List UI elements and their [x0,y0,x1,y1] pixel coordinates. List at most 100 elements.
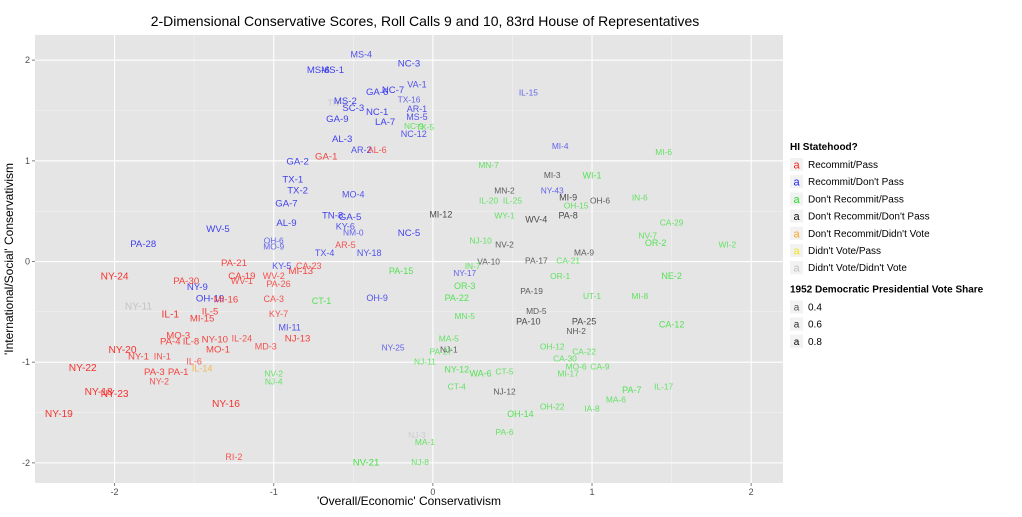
data-point-label: PA-25 [572,316,596,326]
data-point-label: NC-1 [366,107,388,118]
legend-key-box [790,175,803,189]
data-point-label: MN-2 [494,185,515,195]
data-point-label: NE-2 [661,271,682,281]
y-tick-label: 1 [25,156,30,166]
data-point-label: PA-4 [160,337,181,348]
data-point-label: NM-0 [343,228,364,238]
data-point-label: MI-17 [557,368,579,378]
data-point-label: IL-20 [479,195,498,205]
data-point-label: TX-5 [416,122,434,132]
data-point-label: NY-10 [202,335,228,346]
data-point-label: IL-17 [654,382,673,392]
data-point-label: OH-6 [590,195,610,205]
data-point-label: IL-25 [503,195,522,205]
legend-key-box [790,209,803,223]
legend-key-box [790,192,803,206]
data-point-label: MO-4 [342,189,365,199]
data-point-label: TN-6 [327,98,347,108]
data-point-label: NY-20 [109,345,137,356]
data-point-label: IL-6 [186,357,202,367]
chart-title: 2-Dimensional Conservative Scores, Roll … [151,13,700,29]
data-point-label: UT-1 [583,291,601,301]
data-point-label: LA-7 [375,117,395,128]
data-point-label: MA-5 [439,333,459,343]
data-point-label: NY-2 [149,377,169,387]
x-axis-title: 'Overall/Economic' Conservativism [317,494,501,508]
data-point-label: MO-3 [166,331,190,342]
legend-key-glyph: a [793,160,800,172]
data-point-label: IN-6 [632,192,648,202]
data-point-label: OH-9 [366,293,388,303]
data-point-label: WV-5 [206,224,229,235]
data-point-label: OR-3 [454,281,476,291]
data-point-label: IL-14 [192,364,213,374]
data-point-label: NC-9 [404,121,424,131]
data-point-label: NC-7 [382,85,404,96]
legend-key-box [790,300,803,314]
data-point-label: MS-2 [334,96,357,107]
data-point-label: MS-1 [321,65,344,76]
y-tick-label: -2 [22,458,30,468]
data-point-label: NY-1 [128,352,149,363]
data-point-label: TX-1 [282,175,303,186]
data-point-label: WV-2 [263,271,285,281]
data-point-label: PA-17 [525,256,548,266]
data-point-label: MI-12 [429,210,452,220]
data-point-label: OH-6 [264,236,284,246]
data-point-label: MI-4 [552,141,569,151]
legend-color-label: Don't Recommit/Don't Pass [808,212,930,223]
data-point-label: IL-8 [183,337,200,348]
data-point-label: NJ-1 [440,344,458,354]
data-point-label: NJ-3 [408,430,426,440]
data-point-label: NV-2 [495,240,514,250]
data-point-label: IL-5 [202,306,219,317]
data-point-label: NH-2 [566,326,586,336]
data-point-label: TX-16 [398,95,421,105]
legend-color-label: Didn't Vote/Pass [808,246,881,257]
data-point-label: AL-3 [332,134,352,145]
legend-color-label: Don't Recommit/Pass [808,194,904,205]
data-point-label: CA-23 [296,261,322,271]
data-point-label: MD-5 [526,306,547,316]
x-tick-label: -1 [270,487,278,497]
data-point-label: OH-15 [564,200,589,210]
data-point-label: OH-19 [196,293,224,304]
data-point-label: AR-1 [407,104,428,114]
data-point-label: CA-30 [553,353,577,363]
x-tick-label: -2 [111,487,119,497]
y-tick-label: 0 [25,257,30,267]
data-point-label: IL-15 [519,88,538,98]
data-point-label: NV-7 [638,231,657,241]
data-point-label: CA-19 [228,271,255,282]
data-point-label: KY-6 [336,222,355,232]
data-point-label: PA-10 [516,316,540,326]
data-point-label: IN-1 [154,352,171,362]
y-tick-label: 2 [25,55,30,65]
data-point-label: IL-24 [232,333,253,343]
legend: HI Statehood? a Recommit/Pass a Recommit/Don… [790,142,984,348]
data-point-label: CA-29 [660,217,684,227]
data-point-label: MO-6 [566,361,587,371]
data-point-label: NJ-11 [414,356,436,366]
legend-key-box [790,334,803,348]
data-point-label: CA-9 [590,361,609,371]
data-point-label: CT-1 [312,296,332,306]
data-point-label: MS-5 [406,112,428,122]
data-point-label: PA-3 [144,367,165,378]
data-point-label: PA-15 [389,266,413,276]
data-point-label: MO-1 [206,345,230,356]
data-point-label: CT-5 [495,366,513,376]
data-point-label: TX-4 [315,248,335,258]
data-point-label: PA-21 [221,258,247,269]
data-point-label: NY-12 [444,365,469,375]
data-point-label: VA-1 [407,80,426,90]
data-point-label: OR-1 [550,271,570,281]
data-point-label: NY-25 [382,342,405,352]
data-point-label: OH-12 [540,341,565,351]
data-point-label: MA-6 [606,395,626,405]
data-point-label: CA-12 [659,319,685,329]
x-tick-label: 0 [430,487,435,497]
data-point-label: AR-5 [335,240,356,250]
legend-key-glyph: a [793,228,800,240]
